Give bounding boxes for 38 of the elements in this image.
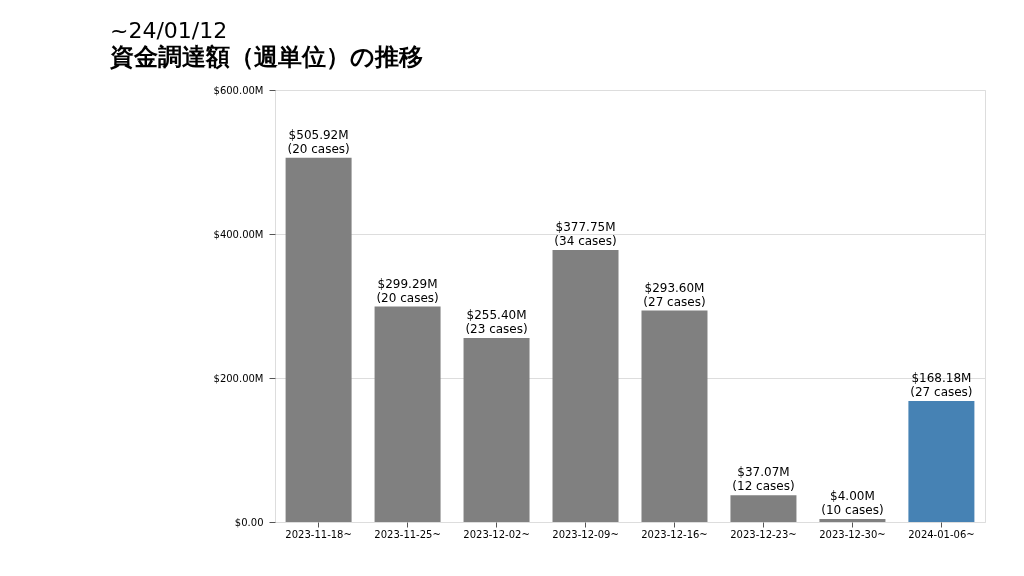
data-label: $255.40M <box>466 308 527 323</box>
annotation: (23 cases) <box>465 322 528 337</box>
bar <box>374 306 441 522</box>
bar <box>730 495 797 522</box>
annotation: (27 cases) <box>910 384 973 399</box>
x-tick-label: 2023-11-25~ <box>374 528 441 540</box>
chart-title: ~24/01/12 <box>110 18 228 43</box>
x-tick-label: 2023-12-30~ <box>819 528 886 540</box>
x-tick-label: 2023-12-02~ <box>463 528 530 540</box>
data-label: $377.75M <box>555 220 616 235</box>
y-tick-label: $400.00M <box>213 228 264 240</box>
data-label: $299.29M <box>377 276 438 291</box>
annotation: (20 cases) <box>287 141 350 156</box>
annotation: (20 cases) <box>376 290 439 305</box>
bar <box>908 400 975 522</box>
x-tick-label: 2023-12-09~ <box>552 528 619 540</box>
bar <box>819 519 886 522</box>
data-label: $4.00M <box>830 489 875 504</box>
x-tick-label: 2023-12-23~ <box>730 528 797 540</box>
y-tick-label: $200.00M <box>213 372 264 384</box>
bar <box>463 338 530 522</box>
bar <box>552 250 619 522</box>
chart-subtitle: 資金調達額（週単位）の推移 <box>109 43 423 71</box>
bar <box>285 157 352 522</box>
x-tick-label: 2023-12-16~ <box>641 528 708 540</box>
data-label: $168.18M <box>911 370 972 385</box>
annotation: (12 cases) <box>732 479 795 494</box>
annotation: (10 cases) <box>821 503 884 518</box>
x-tick-label: 2024-01-06~ <box>908 528 975 540</box>
data-label: $293.60M <box>644 280 705 295</box>
annotation: (27 cases) <box>643 294 706 309</box>
data-label: $505.92M <box>288 127 349 142</box>
y-tick-label: $600.00M <box>213 84 264 96</box>
y-tick-label: $0.00 <box>234 516 264 528</box>
annotation: (34 cases) <box>554 234 617 249</box>
bar <box>641 310 708 522</box>
x-tick-label: 2023-11-18~ <box>285 528 352 540</box>
data-label: $37.07M <box>737 465 790 480</box>
